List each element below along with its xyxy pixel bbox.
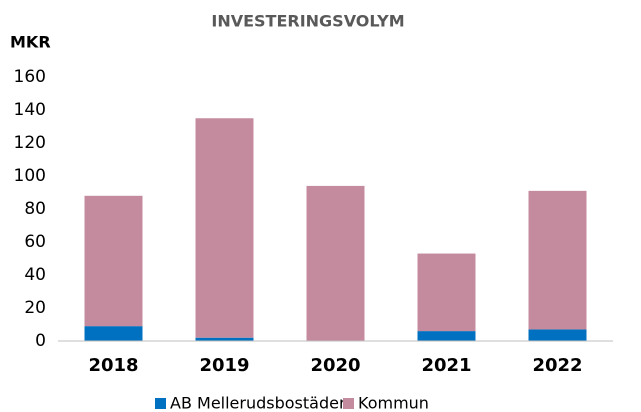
x-tick-label: 2019: [199, 355, 249, 376]
x-tick-label: 2021: [421, 355, 471, 376]
y-tick-label: 140: [14, 100, 46, 120]
x-tick-label: 2022: [532, 355, 582, 376]
bar-segment: [528, 190, 587, 330]
y-tick-label: 40: [24, 265, 46, 285]
legend-swatch: [155, 398, 166, 409]
y-tick-label: 60: [24, 232, 46, 252]
x-tick-label: 2020: [310, 355, 360, 376]
y-tick-label: 80: [24, 199, 46, 219]
y-tick-label: 100: [14, 166, 46, 186]
bar-segment: [84, 326, 143, 341]
y-tick-label: 20: [24, 298, 46, 318]
y-tick-label: 160: [14, 67, 46, 87]
y-axis-label: MKR: [10, 33, 51, 52]
bar-segment: [306, 185, 365, 341]
legend-label: Kommun: [358, 394, 429, 412]
bar-segment: [528, 329, 587, 341]
bar-segment: [84, 195, 143, 327]
bar-segment: [417, 331, 476, 341]
legend-label: AB Mellerudsbostäder: [170, 394, 346, 412]
chart-title: INVESTERINGSVOLYM: [211, 12, 404, 31]
bar-segment: [195, 337, 254, 341]
bar-segment: [417, 253, 476, 332]
x-tick-label: 2018: [88, 355, 138, 376]
bar-segment: [195, 118, 254, 338]
y-tick-label: 0: [35, 331, 46, 351]
y-tick-label: 120: [14, 133, 46, 153]
legend-swatch: [343, 398, 354, 409]
